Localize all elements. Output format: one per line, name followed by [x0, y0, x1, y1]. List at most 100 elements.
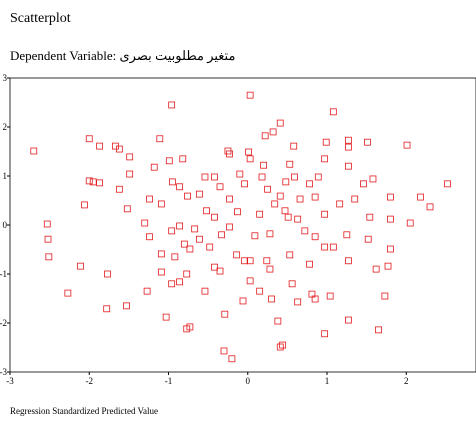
point: [260, 161, 268, 169]
point: [241, 180, 248, 188]
point: [301, 227, 309, 235]
x-tick-label: 0: [246, 376, 251, 386]
point: [369, 175, 377, 183]
point: [196, 235, 203, 243]
point: [256, 287, 264, 295]
point: [216, 183, 224, 191]
point: [381, 292, 389, 300]
point: [43, 220, 51, 228]
point: [146, 233, 153, 241]
plot-frame: [9, 77, 476, 373]
point: [387, 215, 394, 223]
y-tick-label: -3: [0, 367, 7, 377]
y-tick-label: 2: [3, 122, 8, 132]
point: [191, 225, 199, 233]
point: [228, 355, 236, 363]
point: [103, 305, 111, 313]
point: [218, 231, 226, 239]
point: [246, 91, 254, 99]
point: [96, 142, 103, 150]
point: [246, 257, 254, 265]
point: [321, 330, 329, 338]
point: [417, 193, 424, 201]
point: [168, 101, 176, 109]
point: [246, 277, 254, 285]
point: [345, 143, 352, 151]
point: [364, 235, 372, 243]
point: [245, 148, 252, 156]
point: [366, 213, 374, 221]
point: [263, 257, 271, 265]
point: [336, 200, 344, 208]
point: [246, 155, 254, 163]
point: [85, 135, 93, 143]
point: [211, 173, 218, 181]
point: [311, 295, 319, 303]
point: [276, 343, 284, 351]
point: [276, 119, 284, 127]
x-tick-label: 2: [404, 376, 409, 386]
x-tick-label: 1: [325, 376, 330, 386]
point: [226, 223, 233, 231]
point: [126, 170, 134, 178]
x-tick-label: -3: [6, 376, 14, 386]
y-tick-label: -2: [0, 318, 7, 328]
point: [345, 136, 352, 144]
point: [279, 341, 287, 349]
point: [168, 227, 176, 235]
point: [196, 190, 203, 198]
point: [294, 215, 302, 223]
point: [251, 232, 259, 240]
point: [274, 317, 282, 325]
point: [269, 128, 277, 136]
point: [186, 245, 194, 253]
point: [104, 270, 111, 278]
point: [157, 250, 165, 258]
point: [234, 208, 241, 216]
point: [221, 310, 229, 318]
point: [276, 192, 284, 200]
point: [364, 138, 371, 146]
point: [239, 297, 247, 305]
y-tick-label: 0: [3, 220, 8, 230]
point: [306, 260, 313, 268]
y-tick-label: -1: [0, 269, 7, 279]
point: [203, 207, 210, 215]
point: [264, 185, 271, 193]
point: [206, 243, 214, 251]
point: [201, 173, 209, 181]
point: [226, 195, 233, 203]
point: [326, 292, 334, 300]
point: [403, 141, 411, 149]
point: [201, 287, 209, 295]
point: [220, 347, 228, 355]
point: [176, 278, 183, 286]
point: [258, 173, 266, 181]
point: [146, 195, 153, 203]
point: [211, 263, 218, 271]
point: [45, 253, 53, 261]
point: [266, 230, 274, 238]
point: [321, 210, 329, 218]
point: [311, 233, 319, 241]
point: [261, 132, 269, 140]
chart-title: Scatterplot: [10, 11, 71, 26]
point: [224, 147, 232, 155]
point: [321, 155, 329, 163]
point: [281, 207, 289, 215]
point: [115, 145, 123, 153]
point: [162, 313, 170, 321]
x-tick-label: -2: [86, 376, 94, 386]
point: [268, 295, 275, 303]
point: [169, 178, 176, 186]
point: [236, 170, 244, 178]
point: [345, 316, 352, 324]
point: [343, 231, 351, 239]
point: [180, 240, 188, 248]
point: [156, 135, 164, 143]
point: [444, 180, 451, 188]
point: [143, 287, 151, 295]
point: [345, 162, 352, 170]
point: [184, 192, 191, 200]
